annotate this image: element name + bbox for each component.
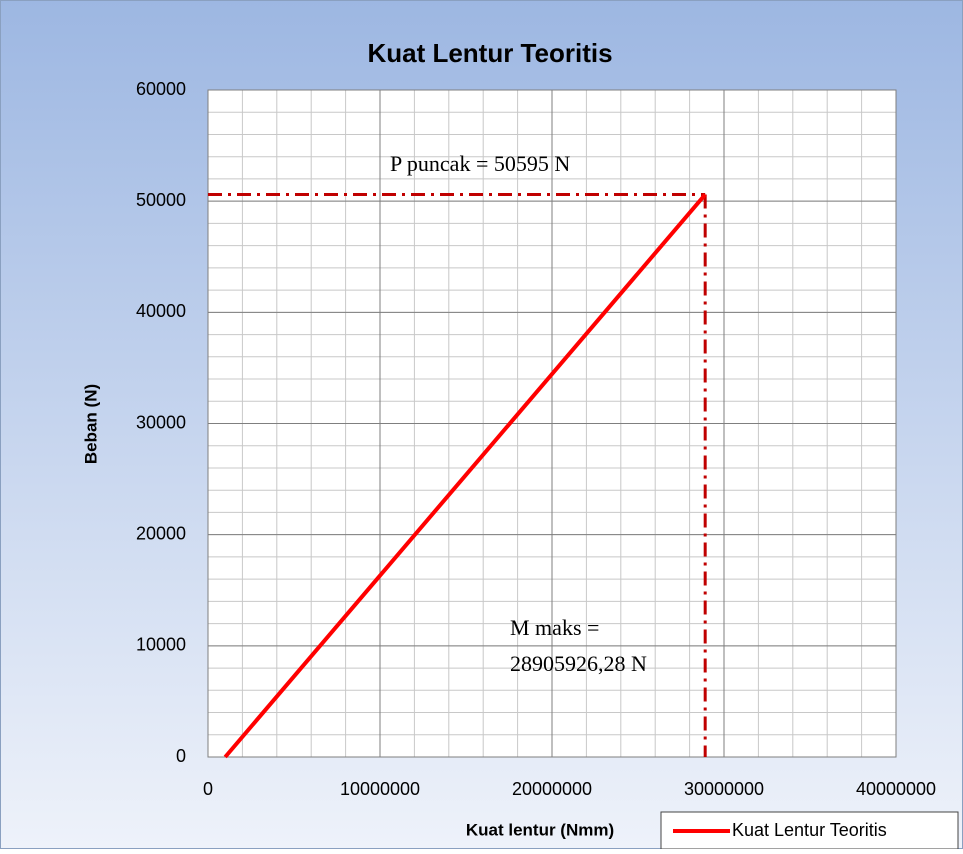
x-tick-label: 40000000 (856, 779, 936, 799)
y-tick-label: 50000 (136, 190, 186, 210)
y-tick-label: 40000 (136, 301, 186, 321)
y-tick-label: 20000 (136, 523, 186, 543)
x-axis-title: Kuat lentur (Nmm) (466, 820, 614, 839)
x-tick-label: 30000000 (684, 779, 764, 799)
plot-border (207, 89, 897, 758)
x-tick-label: 20000000 (512, 779, 592, 799)
y-tick-label: 30000 (136, 412, 186, 432)
annotation: 28905926,28 N (510, 651, 647, 676)
data-line (223, 193, 707, 759)
annotation: M maks = (510, 615, 599, 640)
chart-title: Kuat Lentur Teoritis (367, 38, 612, 68)
y-tick-label: 10000 (136, 635, 186, 655)
y-tick-label: 60000 (136, 79, 186, 99)
x-tick-label: 10000000 (340, 779, 420, 799)
legend-label: Kuat Lentur Teoritis (732, 820, 887, 840)
y-tick-label: 0 (176, 746, 186, 766)
annotation: P puncak = 50595 N (390, 151, 570, 176)
y-axis-title: Beban (N) (81, 384, 100, 464)
x-tick-label: 0 (203, 779, 213, 799)
